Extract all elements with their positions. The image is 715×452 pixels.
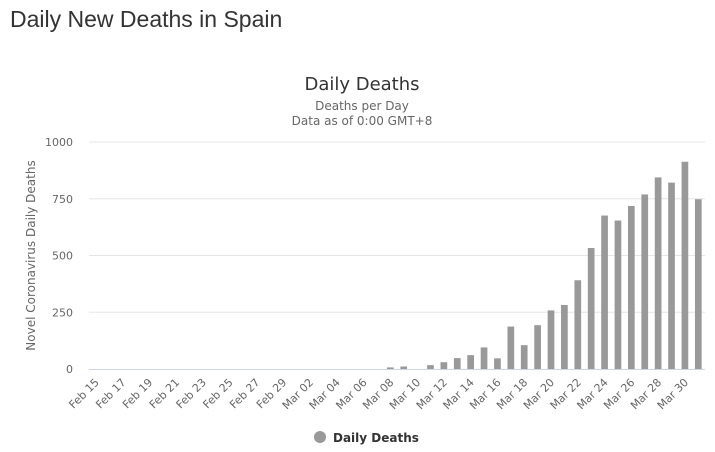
bar — [574, 280, 582, 369]
bar — [400, 366, 408, 369]
bar — [494, 358, 501, 369]
legend-marker — [314, 431, 326, 443]
bar — [534, 325, 541, 369]
y-tick-label: 1000 — [45, 136, 73, 149]
bar — [614, 220, 622, 369]
y-tick-label: 0 — [66, 363, 73, 376]
bar — [601, 215, 608, 369]
y-tick-label: 750 — [52, 193, 73, 206]
bar — [561, 304, 568, 369]
bar — [628, 206, 635, 369]
y-axis-ticks: 0 250 500 750 1000 — [45, 136, 73, 376]
bar — [654, 177, 662, 369]
gridlines — [89, 141, 705, 313]
bar — [681, 161, 689, 369]
bar — [427, 365, 434, 369]
bar — [386, 367, 394, 369]
bar — [641, 194, 649, 369]
bar — [668, 182, 675, 369]
bar — [587, 248, 595, 369]
chart-subtitle-line-1: Deaths per Day — [315, 99, 409, 113]
y-axis-title: Novel Coronavirus Daily Deaths — [24, 160, 38, 350]
bar — [467, 355, 474, 369]
bar — [440, 362, 448, 369]
bar — [520, 345, 528, 369]
bar — [480, 347, 488, 369]
bar — [453, 358, 461, 369]
bar — [547, 310, 555, 369]
bar — [507, 326, 515, 369]
chart-subtitle-line-2: Data as of 0:00 GMT+8 — [292, 114, 433, 128]
chart-title: Daily Deaths — [304, 74, 419, 95]
legend-label: Daily Deaths — [333, 431, 419, 445]
page-heading: Daily New Deaths in Spain — [10, 6, 283, 32]
bar — [694, 199, 702, 369]
y-tick-label: 500 — [52, 250, 73, 263]
legend-item-daily-deaths[interactable]: Daily Deaths — [314, 431, 419, 445]
bars — [386, 161, 702, 369]
y-tick-label: 250 — [52, 306, 73, 319]
